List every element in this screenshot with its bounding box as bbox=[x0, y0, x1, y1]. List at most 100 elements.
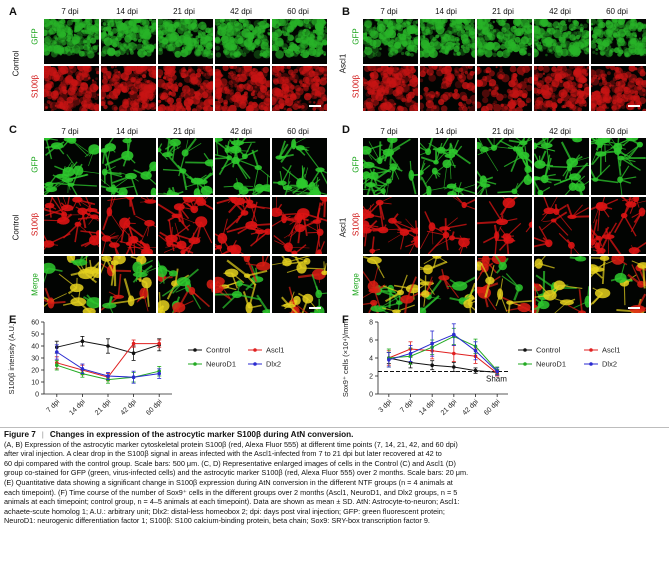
micrograph-tile bbox=[534, 197, 589, 254]
micrograph-tile bbox=[44, 19, 99, 64]
series-line-ascl1 bbox=[388, 348, 498, 374]
data-point bbox=[473, 368, 478, 373]
micrograph-tile bbox=[101, 19, 156, 64]
micrograph-tile bbox=[420, 197, 475, 254]
data-point bbox=[131, 351, 136, 355]
y-tick-label: 0 bbox=[369, 392, 373, 399]
micrograph-tile bbox=[420, 66, 475, 111]
caption-line: animals at each timepoint; control group… bbox=[4, 497, 460, 507]
timepoint-label: 21 dpi bbox=[173, 7, 195, 16]
y-tick-label: 10 bbox=[31, 380, 39, 387]
micrograph-tile bbox=[591, 197, 646, 254]
x-tick-label: 3 dpi bbox=[378, 398, 394, 414]
legend-label: Dlx2 bbox=[602, 360, 617, 369]
data-point bbox=[131, 375, 136, 379]
micrograph-tile bbox=[158, 256, 213, 313]
timepoint-label: 7 dpi bbox=[61, 127, 79, 136]
caption-line: 60 dpi compared with the control group. … bbox=[4, 458, 456, 468]
legend-marker bbox=[589, 348, 593, 352]
data-point bbox=[452, 332, 456, 337]
figure-number: Figure 7 bbox=[4, 430, 36, 439]
caption-line: each timepoint). (F) Time course of the … bbox=[4, 487, 458, 497]
legend-marker bbox=[193, 348, 197, 352]
group-label: Control bbox=[11, 50, 21, 77]
micrograph-grid-c bbox=[44, 138, 329, 315]
data-point bbox=[157, 371, 161, 376]
micrograph-tile bbox=[477, 197, 532, 254]
data-point bbox=[131, 341, 136, 346]
panel-letter-d: D bbox=[342, 124, 350, 136]
series-line-dlx2 bbox=[388, 334, 498, 372]
micrograph-tile bbox=[272, 138, 327, 195]
series-line-neurod1 bbox=[388, 335, 498, 371]
timepoint-label: 14 dpi bbox=[435, 127, 457, 136]
x-tick-label: 21 dpi bbox=[440, 398, 459, 417]
micrograph-tile bbox=[44, 66, 99, 111]
data-point bbox=[106, 374, 110, 378]
micrograph-tile bbox=[215, 19, 270, 64]
caption-line: NeuroD1: neurogenic differentiation fact… bbox=[4, 516, 430, 526]
caption-line: achaete-scute homolog 1; A.U.: arbitrary… bbox=[4, 506, 445, 516]
scale-bar bbox=[628, 105, 640, 107]
x-tick-label: 14 dpi bbox=[68, 398, 87, 417]
micrograph-tile bbox=[101, 256, 156, 313]
legend-label: Ascl1 bbox=[266, 346, 284, 355]
legend-label: Dlx2 bbox=[266, 360, 281, 369]
micrograph-tile bbox=[44, 138, 99, 195]
caption-line: after viral injection. A clear drop in t… bbox=[4, 449, 442, 459]
timepoint-label: 42 dpi bbox=[230, 7, 252, 16]
y-axis-label: Sox9⁺ cells (×10⁴)/mm³ bbox=[341, 318, 350, 397]
micrograph-tile bbox=[591, 256, 646, 313]
figure-caption: Figure 7 | Changes in expression of the … bbox=[4, 430, 666, 526]
micrograph-tile bbox=[215, 256, 270, 313]
data-point bbox=[408, 351, 413, 356]
timepoint-label: 60 dpi bbox=[606, 7, 628, 16]
panel-letter-e: E bbox=[9, 314, 17, 326]
y-tick-label: 4 bbox=[369, 356, 373, 363]
row-label-s100b: S100β bbox=[30, 74, 40, 99]
micrograph-tile bbox=[101, 138, 156, 195]
micrograph-grid-b bbox=[363, 19, 648, 113]
data-point bbox=[495, 369, 499, 374]
legend-label: Ascl1 bbox=[602, 346, 620, 355]
y-tick-label: 20 bbox=[31, 368, 39, 375]
micrograph-grid-d bbox=[363, 138, 648, 315]
row-label-s100b: S100β bbox=[30, 212, 40, 237]
legend-label: Control bbox=[536, 346, 561, 355]
x-tick-label: 14 dpi bbox=[418, 398, 437, 417]
y-tick-label: 40 bbox=[31, 344, 39, 351]
legend-marker bbox=[523, 348, 527, 352]
y-tick-label: 6 bbox=[369, 338, 373, 345]
micrograph-tile bbox=[477, 138, 532, 195]
panel-letter-a: A bbox=[9, 6, 17, 18]
legend-marker bbox=[523, 362, 527, 366]
micrograph-tile bbox=[158, 197, 213, 254]
caption-title: Changes in expression of the astrocytic … bbox=[49, 430, 354, 439]
timepoint-label: 14 dpi bbox=[435, 7, 457, 16]
data-point bbox=[452, 365, 456, 369]
timepoint-label: 21 dpi bbox=[492, 7, 514, 16]
group-label: Ascl1 bbox=[338, 217, 348, 238]
micrograph-grid-a bbox=[44, 19, 329, 113]
micrograph-tile bbox=[534, 138, 589, 195]
series-line-control bbox=[388, 357, 498, 373]
micrograph-tile bbox=[44, 197, 99, 254]
row-label-gfp: GFP bbox=[30, 156, 40, 173]
micrograph-tile bbox=[215, 138, 270, 195]
data-point bbox=[157, 341, 161, 346]
row-label-s100b: S100β bbox=[351, 212, 361, 237]
micrograph-tile bbox=[477, 66, 532, 111]
caption-divider bbox=[0, 427, 669, 428]
data-point bbox=[452, 351, 456, 356]
scale-bar bbox=[309, 307, 321, 309]
timepoint-label: 21 dpi bbox=[173, 127, 195, 136]
x-tick-label: 7 dpi bbox=[399, 398, 415, 414]
data-point bbox=[80, 367, 85, 371]
row-label-gfp: GFP bbox=[351, 28, 361, 45]
micrograph-tile bbox=[363, 138, 418, 195]
panel-letter-f: F bbox=[342, 314, 349, 326]
legend-label: NeuroD1 bbox=[206, 360, 236, 369]
y-tick-label: 60 bbox=[31, 320, 39, 327]
timepoint-label: 60 dpi bbox=[606, 127, 628, 136]
micrograph-tile bbox=[420, 138, 475, 195]
